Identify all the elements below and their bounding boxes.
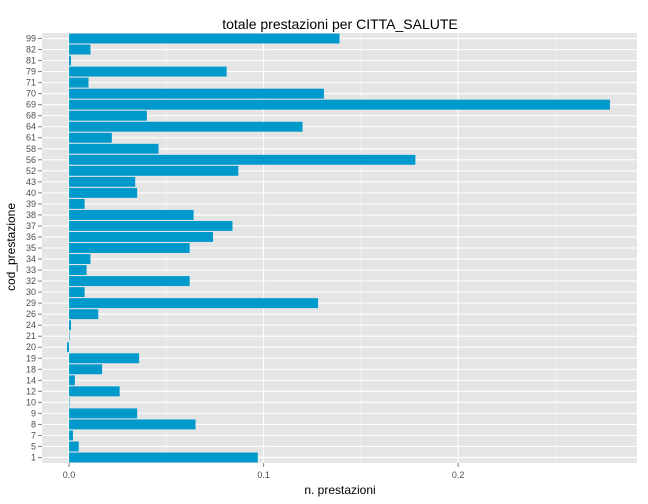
bar-38	[69, 209, 194, 220]
y-tick-label: 32	[26, 276, 36, 286]
bar-18	[69, 364, 103, 375]
y-tick-label: 70	[26, 89, 36, 99]
bar-21	[69, 331, 70, 342]
y-tick-label: 64	[26, 122, 36, 132]
y-tick-label: 69	[26, 100, 36, 110]
y-tick-label: 68	[26, 111, 36, 121]
chart-title: totale prestazioni per CITTA_SALUTE	[222, 16, 458, 32]
y-tick-label: 33	[26, 265, 36, 275]
y-tick-label: 18	[26, 364, 36, 374]
y-tick-label: 79	[26, 67, 36, 77]
bar-70	[69, 88, 324, 99]
bar-37	[69, 220, 233, 231]
x-tick-label: 0.1	[257, 470, 270, 480]
y-tick-label: 35	[26, 243, 36, 253]
y-tick-label: 5	[31, 441, 36, 451]
y-axis-title: cod_prestazione	[4, 203, 18, 291]
y-tick-label: 1	[31, 452, 36, 462]
y-tick-label: 38	[26, 210, 36, 220]
bar-43	[69, 176, 136, 187]
y-tick-label: 36	[26, 232, 36, 242]
y-tick-label: 10	[26, 397, 36, 407]
y-tick-label: 56	[26, 155, 36, 165]
y-tick-label: 14	[26, 375, 36, 385]
y-tick-label: 7	[31, 430, 36, 440]
y-tick-label: 43	[26, 177, 36, 187]
y-tick-label: 82	[26, 45, 36, 55]
bar-30	[69, 287, 85, 298]
bar-33	[69, 265, 87, 276]
bar-56	[69, 154, 416, 165]
bar-35	[69, 243, 190, 253]
x-tick-label: 0.2	[452, 470, 465, 480]
bar-64	[69, 121, 303, 132]
grid-lines	[42, 33, 637, 463]
bar-9	[69, 408, 138, 419]
bar-79	[69, 66, 227, 77]
bar-82	[69, 44, 91, 55]
bar-99	[69, 33, 340, 44]
bar-20	[67, 342, 70, 353]
y-tick-label: 58	[26, 144, 36, 154]
y-tick-label: 61	[26, 133, 36, 143]
bar-29	[69, 298, 319, 309]
bar-71	[69, 77, 89, 88]
bar-58	[69, 143, 159, 154]
y-tick-label: 99	[26, 34, 36, 44]
bar-19	[69, 353, 140, 364]
bar-52	[69, 165, 239, 176]
bar-10	[69, 397, 70, 408]
bar-7	[69, 430, 73, 441]
y-tick-label: 37	[26, 221, 36, 231]
bar-1	[69, 452, 258, 463]
bar-69	[69, 99, 610, 110]
y-tick-label: 21	[26, 331, 36, 341]
bar-8	[69, 419, 196, 430]
bar-26	[69, 309, 99, 320]
x-axis: 0.0 0.1 0.2	[63, 463, 465, 480]
y-tick-label: 34	[26, 254, 36, 264]
y-tick-label: 19	[26, 353, 36, 363]
bar-34	[69, 254, 91, 264]
bar-40	[69, 187, 138, 198]
bar-24	[69, 320, 71, 331]
y-tick-label: 9	[31, 408, 36, 418]
bar-14	[69, 375, 75, 386]
bar-39	[69, 198, 85, 209]
bar-5	[69, 441, 79, 452]
bar-81	[69, 55, 71, 66]
y-tick-label: 12	[26, 386, 36, 396]
bar-32	[69, 276, 190, 287]
bar-68	[69, 110, 147, 121]
bar-12	[69, 386, 120, 397]
y-tick-label: 81	[26, 56, 36, 66]
y-tick-label: 20	[26, 342, 36, 352]
y-tick-label: 30	[26, 287, 36, 297]
y-tick-label: 40	[26, 188, 36, 198]
y-tick-label: 52	[26, 166, 36, 176]
y-axis: 1578910121418192021242629303233343536373…	[26, 34, 42, 462]
y-tick-label: 8	[31, 419, 36, 429]
bar-61	[69, 132, 112, 143]
bars	[67, 33, 610, 463]
bar-36	[69, 232, 214, 242]
y-tick-label: 39	[26, 199, 36, 209]
x-axis-title: n. prestazioni	[304, 483, 375, 497]
y-tick-label: 24	[26, 320, 36, 330]
y-tick-label: 26	[26, 309, 36, 319]
y-tick-label: 29	[26, 298, 36, 308]
x-tick-label: 0.0	[63, 470, 76, 480]
y-tick-label: 71	[26, 78, 36, 88]
